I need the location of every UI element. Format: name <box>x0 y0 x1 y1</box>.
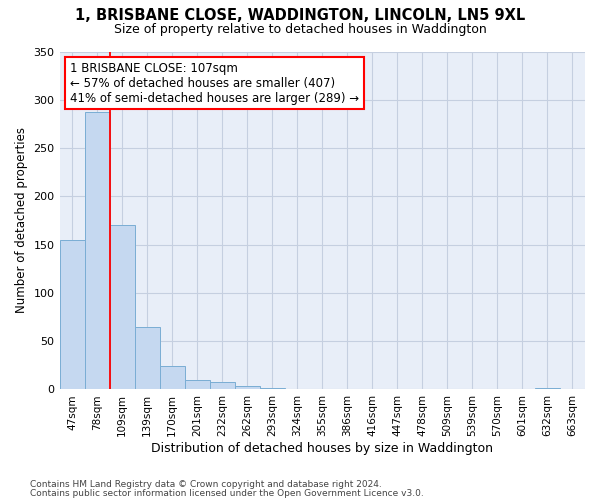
Bar <box>209 382 235 390</box>
Bar <box>260 388 285 390</box>
Bar <box>59 240 85 390</box>
Bar <box>134 326 160 390</box>
Bar <box>235 386 260 390</box>
Text: Size of property relative to detached houses in Waddington: Size of property relative to detached ho… <box>113 22 487 36</box>
Text: Contains public sector information licensed under the Open Government Licence v3: Contains public sector information licen… <box>30 488 424 498</box>
Text: 1 BRISBANE CLOSE: 107sqm
← 57% of detached houses are smaller (407)
41% of semi-: 1 BRISBANE CLOSE: 107sqm ← 57% of detach… <box>70 62 359 104</box>
Bar <box>160 366 185 390</box>
Bar <box>110 226 134 390</box>
X-axis label: Distribution of detached houses by size in Waddington: Distribution of detached houses by size … <box>151 442 493 455</box>
Text: 1, BRISBANE CLOSE, WADDINGTON, LINCOLN, LN5 9XL: 1, BRISBANE CLOSE, WADDINGTON, LINCOLN, … <box>75 8 525 22</box>
Bar <box>85 112 110 390</box>
Text: Contains HM Land Registry data © Crown copyright and database right 2024.: Contains HM Land Registry data © Crown c… <box>30 480 382 489</box>
Bar <box>185 380 209 390</box>
Bar <box>535 388 560 390</box>
Y-axis label: Number of detached properties: Number of detached properties <box>15 128 28 314</box>
